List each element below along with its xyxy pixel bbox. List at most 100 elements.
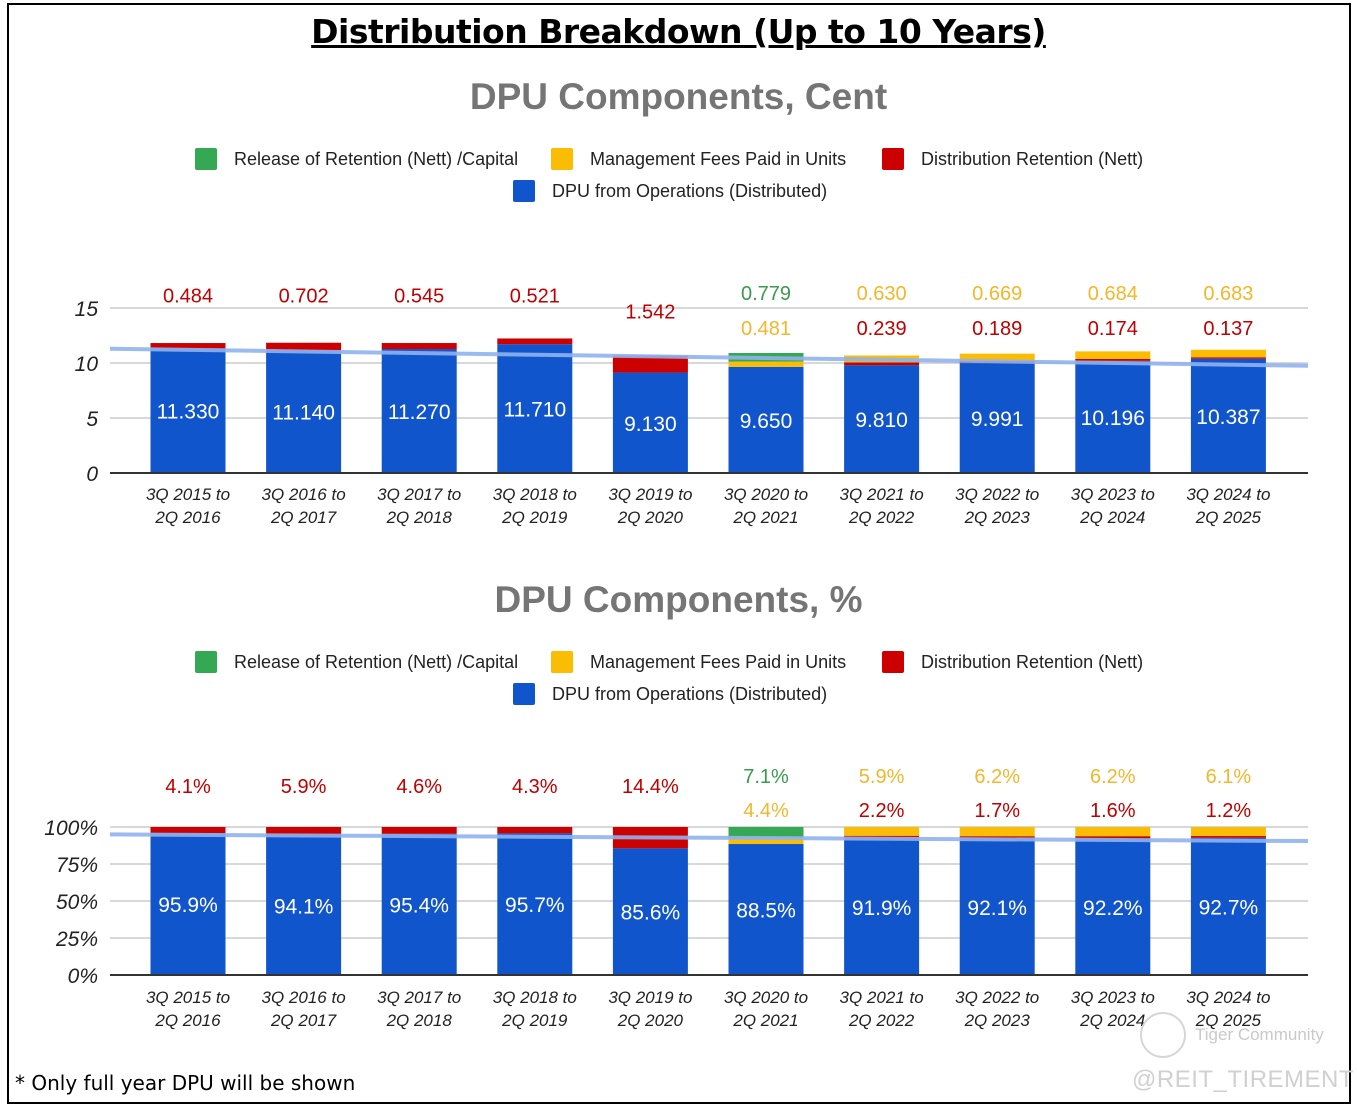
- y-tick-label: 0: [86, 463, 98, 486]
- legend-label: Distribution Retention (Nett): [921, 651, 1144, 672]
- bar-segment-dpu: [150, 348, 226, 473]
- x-tick-label: 2Q 2023: [964, 1011, 1031, 1030]
- bar-segment-fees: [728, 361, 804, 367]
- legend-label: Distribution Retention (Nett): [921, 148, 1144, 169]
- legend-item-retention: Distribution Retention (Nett): [882, 651, 1143, 673]
- bar-segment-dpu: [1075, 838, 1151, 975]
- bar-segment-dpu: [959, 363, 1035, 473]
- bar-label-retention: 5.9%: [281, 776, 327, 798]
- bar-label-retention: 0.137: [1203, 318, 1253, 340]
- y-tick-label: 50%: [56, 891, 98, 914]
- x-tick-label: 3Q 2024 to: [1186, 988, 1270, 1007]
- bar-label-fees: 6.2%: [974, 766, 1020, 788]
- bar-segment-retention: [844, 362, 920, 366]
- y-tick-label: 25%: [55, 928, 98, 951]
- legend-label: DPU from Operations (Distributed): [552, 180, 828, 201]
- bar-segment-dpu: [266, 350, 342, 473]
- x-tick-label: 2Q 2020: [617, 1011, 684, 1030]
- bar-segment-fees: [1075, 827, 1151, 837]
- x-tick-label: 2Q 2016: [154, 508, 221, 527]
- chart-cent-plot: 0 5 10 15 11.330 0.484 3Q 2015 to 2Q 2016 11.140…: [75, 283, 1309, 527]
- bar-label-dpu: 95.7%: [505, 894, 565, 917]
- bar-label-fees: 0.684: [1088, 283, 1138, 305]
- bar-label-release: 0.779: [741, 283, 791, 305]
- legend-swatch-yellow: [551, 651, 573, 673]
- bar-label-dpu: 92.7%: [1199, 896, 1259, 919]
- bar-label-dpu: 11.710: [503, 399, 566, 422]
- bar-label-retention: 0.484: [163, 286, 213, 308]
- x-tick-label: 2Q 2022: [848, 1011, 915, 1030]
- legend-item-dpu: DPU from Operations (Distributed): [513, 180, 827, 202]
- main-title: Distribution Breakdown (Up to 10 Years): [311, 12, 1046, 51]
- bar-segment-dpu: [1190, 358, 1266, 473]
- bar-label-dpu: 11.270: [388, 401, 451, 424]
- x-tick-label: 3Q 2018 to: [493, 988, 577, 1007]
- bar-segment-dpu: [612, 372, 688, 473]
- x-tick-label: 3Q 2017 to: [377, 485, 461, 504]
- chart-frame: [7, 3, 1351, 1104]
- bar-segment-retention: [266, 827, 342, 836]
- bar-label-dpu: 11.330: [157, 401, 220, 424]
- bar-segment-fees: [1190, 827, 1266, 837]
- x-tick-label: 2Q 2016: [154, 1011, 221, 1030]
- bar-label-dpu: 91.9%: [852, 897, 912, 920]
- x-tick-label: 2Q 2017: [270, 1011, 337, 1030]
- legend-swatch-red: [882, 148, 904, 170]
- bar-label-fees: 6.2%: [1090, 766, 1136, 788]
- x-tick-label: 3Q 2016 to: [262, 988, 346, 1007]
- legend-item-release: Release of Retention (Nett) /Capital: [195, 148, 518, 170]
- bar-label-dpu: 95.9%: [158, 894, 218, 917]
- bar-segment-retention: [150, 827, 226, 834]
- y-tick-label: 10: [75, 353, 99, 376]
- legend-item-release: Release of Retention (Nett) /Capital: [195, 651, 518, 673]
- legend-swatch-blue: [513, 683, 535, 705]
- legend-label: Management Fees Paid in Units: [590, 651, 847, 672]
- bar-segment-fees: [844, 827, 920, 836]
- x-tick-label: 3Q 2022 to: [955, 485, 1039, 504]
- bar-segment-dpu: [150, 833, 226, 975]
- x-tick-label: 3Q 2022 to: [955, 988, 1039, 1007]
- legend-swatch-red: [882, 651, 904, 673]
- bar-segment-dpu: [1075, 360, 1151, 473]
- x-tick-label: 2Q 2021: [732, 508, 798, 527]
- x-tick-label: 3Q 2015 to: [146, 485, 230, 504]
- bar-segment-fees: [1075, 351, 1151, 359]
- legend-swatch-green: [195, 651, 217, 673]
- x-tick-label: 3Q 2021 to: [840, 485, 924, 504]
- bar-label-fees: 0.630: [857, 283, 907, 305]
- bar-label-fees: 0.683: [1203, 283, 1253, 305]
- bar-segment-retention: [1075, 836, 1151, 839]
- chart-title-percent: DPU Components, %: [494, 579, 863, 620]
- bar-label-dpu: 94.1%: [274, 895, 334, 918]
- watermark-handle: @REIT_TIREMENT: [1132, 1066, 1355, 1093]
- bar-label-retention: 0.545: [394, 286, 444, 308]
- bar-segment-dpu: [381, 349, 457, 473]
- bar-label-dpu: 10.196: [1081, 407, 1145, 430]
- bar-segment-dpu: [612, 848, 688, 975]
- chart-title-cent: DPU Components, Cent: [469, 76, 888, 117]
- legend-swatch-green: [195, 148, 217, 170]
- bar-label-dpu: 88.5%: [736, 900, 796, 923]
- bar-segment-release: [728, 827, 804, 838]
- bar-label-fees: 4.4%: [743, 800, 789, 822]
- x-tick-label: 2Q 2024: [1079, 1011, 1145, 1030]
- bar-segment-retention: [1190, 836, 1266, 838]
- bar-segment-retention: [266, 342, 342, 351]
- bar-segment-retention: [1075, 358, 1151, 361]
- x-tick-label: 2Q 2024: [1079, 508, 1145, 527]
- bar-label-retention: 1.6%: [1090, 800, 1136, 822]
- bar-label-fees: 6.1%: [1206, 766, 1252, 788]
- legend-label: Management Fees Paid in Units: [590, 148, 847, 169]
- bar-label-retention: 1.2%: [1206, 800, 1252, 822]
- y-tick-label: 75%: [56, 854, 98, 877]
- x-tick-label: 2Q 2023: [964, 508, 1031, 527]
- bar-label-dpu: 9.650: [740, 410, 793, 433]
- watermark-community: Tiger Community: [1195, 1025, 1324, 1044]
- bar-label-dpu: 9.130: [624, 413, 677, 436]
- bar-segment-dpu: [1190, 837, 1266, 975]
- legend-label: DPU from Operations (Distributed): [552, 683, 828, 704]
- y-tick-label: 0%: [68, 965, 98, 988]
- bar-label-release: 7.1%: [743, 766, 789, 788]
- bar-label-dpu: 95.4%: [389, 894, 449, 917]
- y-tick-label: 5: [86, 408, 98, 431]
